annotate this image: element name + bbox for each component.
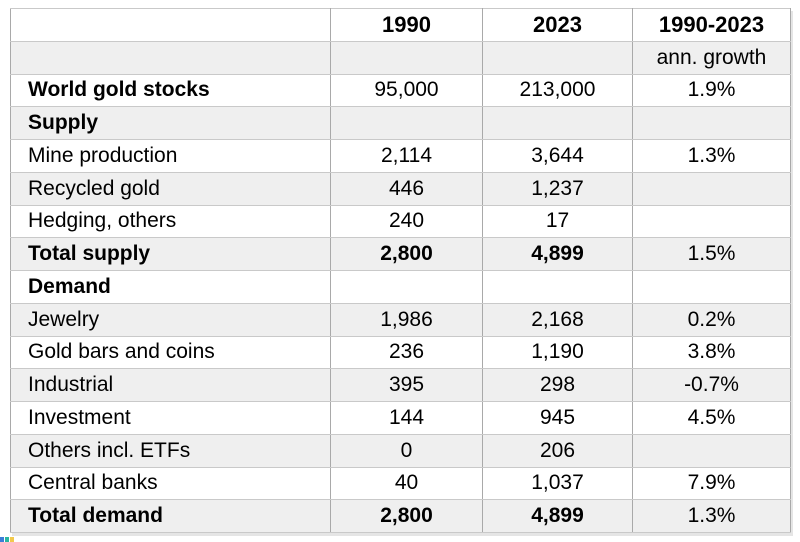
- value-1990-cell: 0: [330, 433, 483, 468]
- col-header-2023: 2023: [482, 8, 633, 42]
- value-2023-cell: 1,190: [482, 335, 633, 370]
- growth-cell: 1.9%: [632, 73, 791, 108]
- value-1990-cell: 1,986: [330, 302, 483, 337]
- growth-cell: [632, 270, 791, 304]
- table-row-central-banks: Central banks 40 1,037 7.9%: [10, 466, 791, 501]
- value-1990-cell: [330, 106, 483, 140]
- table-row-investment: Investment 144 945 4.5%: [10, 401, 791, 435]
- value-1990-cell: 236: [330, 335, 483, 370]
- value-1990-cell: 40: [330, 466, 483, 501]
- table-row-others-etfs: Others incl. ETFs 0 206: [10, 433, 791, 468]
- value-2023-cell: 298: [482, 368, 633, 402]
- value-2023-cell: 17: [482, 204, 633, 239]
- value-1990-cell: 395: [330, 368, 483, 402]
- row-label-cell: Investment: [10, 401, 331, 435]
- growth-cell: 1.5%: [632, 237, 791, 271]
- value-2023-cell: 206: [482, 433, 633, 468]
- row-label-cell: Jewelry: [10, 302, 331, 337]
- growth-cell: [632, 171, 791, 206]
- value-2023-cell: 945: [482, 401, 633, 435]
- artifact-pixel-blue: [0, 537, 4, 542]
- table-row-recycled-gold: Recycled gold 446 1,237: [10, 171, 791, 206]
- total-row-demand: Total demand 2,800 4,899 1.3%: [10, 499, 791, 533]
- row-label-cell: Others incl. ETFs: [10, 433, 331, 468]
- value-1990-cell: [330, 270, 483, 304]
- subheader-empty-cell: [10, 40, 331, 75]
- row-label-cell: Industrial: [10, 368, 331, 402]
- value-1990-cell: 2,114: [330, 139, 483, 173]
- value-2023-cell: 4,899: [482, 237, 633, 271]
- value-1990-cell: 2,800: [330, 237, 483, 271]
- row-label-cell: Total supply: [10, 237, 331, 271]
- section-row-demand: Demand: [10, 270, 791, 304]
- growth-cell: 7.9%: [632, 466, 791, 501]
- row-label-cell: World gold stocks: [10, 73, 331, 108]
- growth-cell: -0.7%: [632, 368, 791, 402]
- subheader-empty-cell: [482, 40, 633, 75]
- row-label-cell: Total demand: [10, 499, 331, 533]
- row-label-cell: Recycled gold: [10, 171, 331, 206]
- table-row-mine-production: Mine production 2,114 3,644 1.3%: [10, 139, 791, 173]
- growth-cell: 1.3%: [632, 139, 791, 173]
- gold-supply-demand-table: 1990 2023 1990-2023 ann. growth World go…: [10, 8, 791, 533]
- table-row-hedging-others: Hedging, others 240 17: [10, 204, 791, 239]
- table-row-industrial: Industrial 395 298 -0.7%: [10, 368, 791, 402]
- value-1990-cell: 144: [330, 401, 483, 435]
- value-2023-cell: 213,000: [482, 73, 633, 108]
- table-row-jewelry: Jewelry 1,986 2,168 0.2%: [10, 302, 791, 337]
- row-label-cell: Hedging, others: [10, 204, 331, 239]
- growth-cell: 4.5%: [632, 401, 791, 435]
- subheader-row: ann. growth: [10, 40, 791, 75]
- value-2023-cell: 3,644: [482, 139, 633, 173]
- table-row-gold-bars-coins: Gold bars and coins 236 1,190 3.8%: [10, 335, 791, 370]
- total-row-supply: Total supply 2,800 4,899 1.5%: [10, 237, 791, 271]
- section-label-cell: Demand: [10, 270, 331, 304]
- col-header-growth: 1990-2023: [632, 8, 791, 42]
- growth-cell: 1.3%: [632, 499, 791, 533]
- growth-cell: [632, 433, 791, 468]
- value-1990-cell: 446: [330, 171, 483, 206]
- header-empty-cell: [10, 8, 331, 42]
- section-row-supply: Supply: [10, 106, 791, 140]
- row-label-cell: Central banks: [10, 466, 331, 501]
- value-1990-cell: 2,800: [330, 499, 483, 533]
- growth-cell: 3.8%: [632, 335, 791, 370]
- growth-cell: 0.2%: [632, 302, 791, 337]
- section-label-cell: Supply: [10, 106, 331, 140]
- subheader-ann-growth: ann. growth: [632, 40, 791, 75]
- value-1990-cell: 240: [330, 204, 483, 239]
- subheader-empty-cell: [330, 40, 483, 75]
- value-2023-cell: [482, 270, 633, 304]
- row-label-cell: Gold bars and coins: [10, 335, 331, 370]
- cropped-logo-artifact: [0, 537, 14, 542]
- value-2023-cell: 4,899: [482, 499, 633, 533]
- value-2023-cell: 2,168: [482, 302, 633, 337]
- value-2023-cell: 1,037: [482, 466, 633, 501]
- row-label-cell: Mine production: [10, 139, 331, 173]
- artifact-pixel-yellow: [10, 537, 14, 542]
- value-2023-cell: [482, 106, 633, 140]
- value-2023-cell: 1,237: [482, 171, 633, 206]
- value-1990-cell: 95,000: [330, 73, 483, 108]
- growth-cell: [632, 204, 791, 239]
- col-header-1990: 1990: [330, 8, 483, 42]
- table-row-world-gold-stocks: World gold stocks 95,000 213,000 1.9%: [10, 73, 791, 108]
- growth-cell: [632, 106, 791, 140]
- artifact-pixel-teal: [5, 537, 9, 542]
- header-row: 1990 2023 1990-2023: [10, 8, 791, 42]
